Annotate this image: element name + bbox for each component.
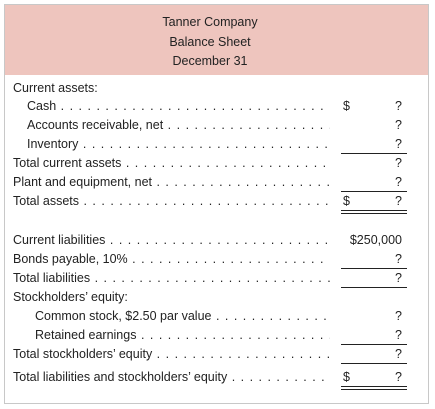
row-value: ? xyxy=(395,328,402,342)
underline xyxy=(341,191,407,192)
row-label: Total stockholders’ equity xyxy=(13,347,330,361)
header: Tanner Company Balance Sheet December 31 xyxy=(5,5,428,75)
row-label: Bonds payable, 10% xyxy=(13,252,330,266)
row-label: Current assets: xyxy=(13,81,98,95)
row-label: Plant and equipment, net xyxy=(13,175,330,189)
row-value: ? xyxy=(395,156,402,170)
row-value: ? xyxy=(395,99,402,113)
row-value: ? xyxy=(395,118,402,132)
row-value: ? xyxy=(395,271,402,285)
row-label: Total liabilities and stockholders’ equi… xyxy=(13,370,330,384)
underline xyxy=(341,287,407,288)
underline xyxy=(341,213,407,214)
row-label: Common stock, $2.50 par value xyxy=(35,309,330,323)
balance-sheet: Tanner Company Balance Sheet December 31… xyxy=(4,4,429,404)
row-value: ? xyxy=(395,347,402,361)
underline xyxy=(341,389,407,390)
row-value: ? xyxy=(395,252,402,266)
row-value: ? xyxy=(395,370,402,384)
row-value: ? xyxy=(395,309,402,323)
row-label: Accounts receivable, net xyxy=(27,118,330,132)
row-label: Cash xyxy=(27,99,330,113)
row-label: Stockholders’ equity: xyxy=(13,290,128,304)
statement-date: December 31 xyxy=(172,54,248,68)
row-value: ? xyxy=(395,175,402,189)
underline xyxy=(341,268,407,269)
currency-sign: $ xyxy=(343,370,350,384)
row-label: Current liabilities xyxy=(13,233,330,247)
underline xyxy=(341,363,407,364)
underline xyxy=(341,210,407,211)
row-label: Total current assets xyxy=(13,156,330,170)
row-value: ? xyxy=(395,137,402,151)
underline xyxy=(341,386,407,387)
underline xyxy=(341,344,407,345)
underline xyxy=(341,153,407,154)
row-value: $250,000 xyxy=(349,233,402,247)
row-label: Inventory xyxy=(27,137,330,151)
currency-sign: $ xyxy=(343,194,350,208)
row-label: Total liabilities xyxy=(13,271,330,285)
row-value: ? xyxy=(395,194,402,208)
row-label: Total assets xyxy=(13,194,330,208)
row-label: Retained earnings xyxy=(35,328,330,342)
company-name: Tanner Company xyxy=(162,15,258,29)
statement-title: Balance Sheet xyxy=(169,35,251,49)
currency-sign: $ xyxy=(343,99,350,113)
